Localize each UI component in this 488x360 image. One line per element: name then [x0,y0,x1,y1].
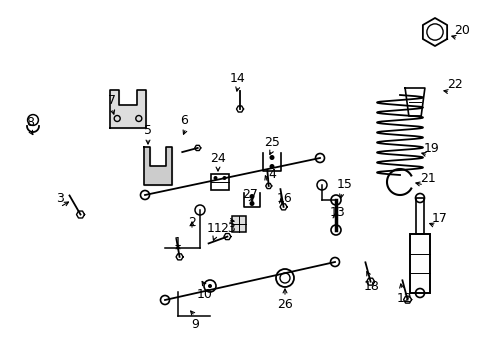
Bar [210,174,228,190]
Circle shape [249,194,254,199]
Text: 24: 24 [210,152,225,165]
Text: 27: 27 [242,189,257,202]
Text: 11: 11 [207,221,223,234]
Text: 12: 12 [396,292,412,305]
Text: 17: 17 [431,211,447,225]
Text: 23: 23 [220,221,235,234]
Text: 25: 25 [264,135,279,148]
Text: 18: 18 [364,279,379,292]
Circle shape [213,176,217,180]
Text: 1: 1 [174,237,182,249]
Circle shape [269,164,274,169]
Text: 8: 8 [26,116,34,129]
Text: 21: 21 [419,171,435,184]
Text: 3: 3 [56,192,64,204]
Circle shape [249,201,254,206]
Bar [409,234,429,293]
Circle shape [269,155,274,160]
Text: 5: 5 [143,123,152,136]
Polygon shape [110,90,146,128]
Circle shape [222,176,226,180]
Text: 26: 26 [277,298,292,311]
Text: 16: 16 [277,192,292,204]
Text: 19: 19 [423,141,439,154]
Text: 7: 7 [108,94,116,107]
Text: 22: 22 [446,78,462,91]
Text: 14: 14 [230,72,245,85]
Bar [231,216,245,232]
Circle shape [207,284,212,288]
Text: 2: 2 [188,216,196,229]
Text: 6: 6 [180,113,187,126]
Polygon shape [143,147,172,185]
Text: 9: 9 [191,319,199,332]
Bar [415,198,423,234]
Text: 13: 13 [329,206,345,219]
Text: 20: 20 [453,23,469,36]
Text: 10: 10 [197,288,212,302]
Text: 4: 4 [267,168,275,181]
Text: 15: 15 [336,179,352,192]
